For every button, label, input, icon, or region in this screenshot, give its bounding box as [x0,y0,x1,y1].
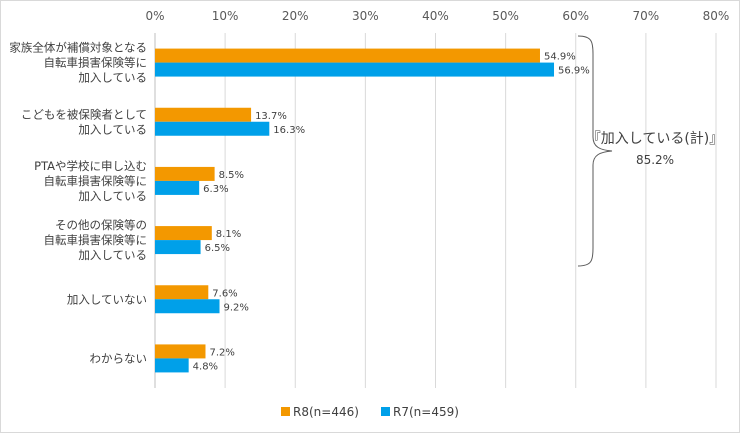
bar [155,344,206,359]
data-label: 4.8% [193,361,218,372]
category-label: こどもを被保険者として [21,107,147,121]
bar [155,358,189,373]
x-tick-label: 10% [212,9,239,23]
x-tick-label: 0% [145,9,164,23]
x-tick-labels: 0% 10% 20% 30% 40% 50% 60% 70% 80% [145,9,729,23]
data-label: 6.3% [203,184,228,195]
x-tick-label: 60% [562,9,589,23]
bar [155,240,201,255]
category-label: 加入している [78,71,147,85]
legend-swatch [381,407,390,416]
data-label: 7.2% [209,347,234,358]
category-label: 加入している [78,122,147,136]
data-labels: 54.9% 56.9% 13.7% 16.3% 8.5% 6.3% 8.1% 6.5% 7.6%… [193,52,590,373]
data-label: 8.5% [219,170,244,181]
x-tick-label: 20% [282,9,309,23]
bar [155,285,209,300]
category-label: 自転車損害保険等に [44,56,148,70]
bar [155,107,252,122]
data-label: 6.5% [205,243,230,254]
legend-label: R7(n=459) [393,405,459,419]
bars [155,48,555,373]
bar [155,180,200,195]
x-tick-label: 40% [422,9,449,23]
grid-lines [154,33,717,388]
annotation-value: 85.2% [636,153,674,167]
bar [155,48,540,63]
data-label: 9.2% [224,302,249,313]
bar [155,121,270,136]
x-tick-label: 50% [492,9,519,23]
category-label: 加入していない [67,292,147,306]
category-label: その他の保険等の [55,218,147,232]
data-label: 13.7% [255,111,287,122]
x-tick-label: 80% [703,9,730,23]
x-tick-label: 70% [633,9,660,23]
category-labels: 家族全体が補償対象となる自転車損害保険等に加入しているこどもを被保険者として加入… [9,41,147,366]
bar [155,166,215,181]
data-label: 7.6% [212,288,237,299]
legend-swatch [281,407,290,416]
x-tick-label: 30% [352,9,379,23]
data-label: 16.3% [273,125,305,136]
category-label: 自転車損害保険等に [44,233,148,247]
legend-label: R8(n=446) [293,405,359,419]
bar [155,62,555,77]
bar [155,226,212,241]
total-bracket [577,35,613,267]
category-label: わからない [90,351,148,365]
category-label: 加入している [78,189,147,203]
category-label: 加入している [78,248,147,262]
category-label: 自転車損害保険等に [44,174,148,188]
data-label: 8.1% [216,229,241,240]
legend: R8(n=446) R7(n=459) [281,405,459,419]
annotation-title: 『加入している(計)』 [587,131,724,147]
data-label: 54.9% [544,52,576,63]
category-label: 家族全体が補償対象となる [9,41,147,55]
bar [155,299,220,314]
category-label: PTAや学校に申し込む [34,159,147,173]
data-label: 56.9% [558,66,590,77]
